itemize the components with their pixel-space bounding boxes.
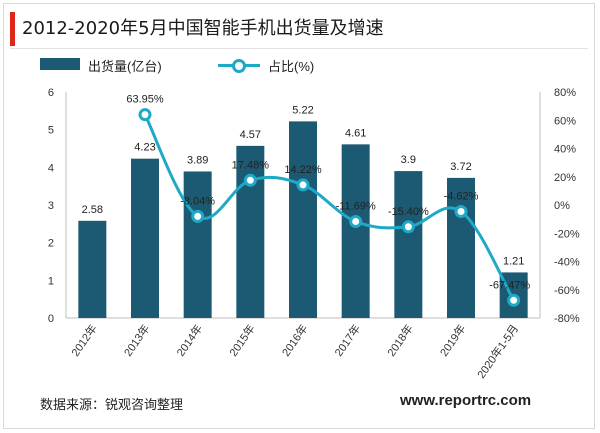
title-divider [10, 48, 588, 49]
chart-frame [3, 3, 595, 429]
growth-value-label: -15.40% [388, 206, 429, 218]
legend-line-marker [232, 59, 246, 73]
growth-point [401, 220, 415, 234]
bar-value-label: 5.22 [292, 104, 313, 116]
right-axis-tick: -20% [554, 228, 580, 240]
bar [447, 177, 475, 318]
x-axis-tick: 2019年 [437, 322, 469, 359]
growth-value-label: 63.95% [126, 94, 164, 106]
right-axis-tick: 60% [554, 115, 576, 127]
bar-value-label: 1.21 [503, 255, 524, 267]
title-accent-bar [10, 12, 15, 46]
legend-label-shipments: 出货量(亿台) [88, 59, 162, 74]
chart-title: 2012-2020年5月中国智能手机出货量及增速 [22, 18, 384, 39]
bar-value-label: 3.72 [450, 161, 471, 173]
legend-label-growth: 占比(%) [268, 59, 315, 74]
bar [78, 220, 107, 318]
growth-point [191, 209, 205, 223]
left-axis-tick: 5 [48, 125, 54, 137]
bar-value-label: 3.9 [401, 154, 416, 166]
x-axis-tick: 2014年 [173, 322, 205, 359]
x-axis-tick: 2020年1-5月 [474, 322, 521, 381]
growth-point [243, 173, 257, 187]
bar-value-label: 4.57 [240, 129, 261, 141]
right-axis-tick: -80% [554, 313, 580, 325]
growth-value-label: -8.04% [180, 195, 215, 207]
growth-value-label: -67.47% [489, 279, 530, 291]
left-axis-tick: 6 [48, 87, 54, 99]
bar-value-label: 4.23 [134, 142, 155, 154]
right-axis-tick: 0% [554, 200, 570, 212]
bar [394, 171, 423, 318]
growth-point [454, 205, 468, 219]
right-axis-tick: -60% [554, 285, 580, 297]
bar [183, 171, 212, 318]
x-axis-tick: 2016年 [279, 322, 311, 359]
data-source: 数据来源：锐观咨询整理 [40, 397, 184, 412]
bar [131, 158, 159, 318]
right-axis-tick: -40% [554, 257, 580, 269]
left-axis-tick: 0 [48, 313, 54, 325]
left-axis-tick: 2 [48, 238, 54, 250]
left-axis-tick: 4 [48, 162, 54, 174]
x-axis-tick: 2018年 [384, 322, 416, 359]
x-axis-tick: 2015年 [226, 322, 258, 359]
growth-point [296, 178, 310, 192]
bar-value-label: 4.61 [345, 127, 366, 139]
growth-value-label: 14.22% [284, 164, 322, 176]
x-axis-tick: 2017年 [331, 322, 363, 359]
growth-value-label: -11.69% [336, 201, 376, 213]
bar [289, 121, 317, 318]
right-axis-tick: 80% [554, 87, 576, 99]
growth-point [507, 293, 521, 307]
x-axis-tick: 2013年 [121, 322, 153, 359]
x-axis-tick: 2012年 [68, 322, 100, 359]
bar [341, 144, 370, 318]
right-axis-tick: 20% [554, 172, 576, 184]
bar [236, 145, 265, 318]
bar-value-label: 3.89 [187, 154, 208, 166]
growth-point [349, 215, 363, 229]
left-axis-tick: 3 [48, 200, 54, 212]
right-axis-tick: 40% [554, 144, 576, 156]
growth-value-label: 17.48% [232, 159, 270, 171]
left-axis-tick: 1 [48, 275, 54, 287]
legend-bar-swatch [40, 58, 80, 70]
website-label: www.reportrc.com [400, 392, 532, 409]
bar-value-label: 2.58 [82, 204, 103, 216]
growth-point [138, 108, 152, 122]
growth-value-label: -4.62% [444, 191, 479, 203]
